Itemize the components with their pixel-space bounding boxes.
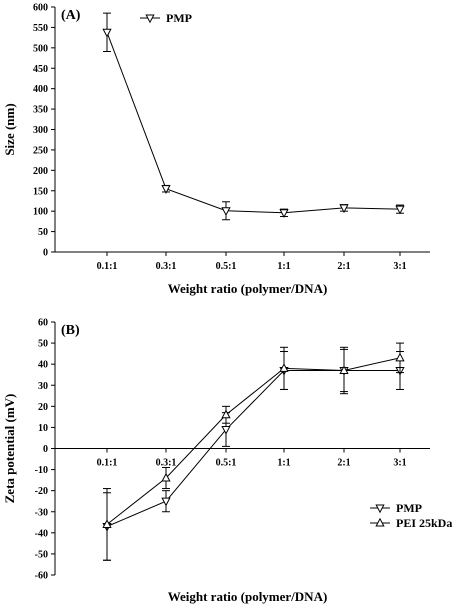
- x-tick-label: 0.5:1: [216, 458, 237, 469]
- y-tick-label: 60: [38, 318, 48, 329]
- x-axis-title: Weight ratio (polymer/DNA): [168, 589, 328, 604]
- data-point-triangle-down: [221, 425, 231, 435]
- x-tick-label: 2:1: [337, 261, 350, 272]
- panel-label: (B): [61, 323, 80, 338]
- x-tick-label: 2:1: [337, 458, 350, 469]
- y-tick-label: 30: [38, 381, 48, 392]
- y-tick-label: 100: [33, 207, 48, 218]
- y-tick-label: -40: [35, 528, 48, 539]
- y-tick-label: 550: [33, 23, 48, 34]
- x-tick-label: 3:1: [393, 458, 406, 469]
- x-tick-label: 1:1: [277, 458, 290, 469]
- y-tick-label: -30: [35, 507, 48, 518]
- y-tick-label: 300: [33, 125, 48, 136]
- y-tick-label: 40: [38, 360, 48, 371]
- x-tick-label: 3:1: [393, 261, 406, 272]
- y-tick-label: 350: [33, 105, 48, 116]
- y-tick-label: -50: [35, 549, 48, 560]
- data-point-triangle-down: [161, 185, 171, 194]
- legend: PMP: [140, 11, 192, 25]
- y-tick-label: 0: [43, 248, 48, 259]
- panel-label: (A): [61, 8, 81, 23]
- data-point-triangle-up: [221, 409, 231, 419]
- y-tick-label: 150: [33, 186, 48, 197]
- legend-marker-triangle-down: [375, 504, 385, 514]
- x-axis-title: Weight ratio (polymer/DNA): [168, 281, 328, 296]
- y-tick-label: 10: [38, 423, 48, 434]
- y-tick-label: -60: [35, 571, 48, 582]
- x-tick-label: 0.1:1: [97, 458, 118, 469]
- y-tick-label: 450: [33, 64, 48, 75]
- y-tick-label: 200: [33, 166, 48, 177]
- y-tick-label: -20: [35, 486, 48, 497]
- y-tick-label: 250: [33, 145, 48, 156]
- data-point-triangle-up: [161, 472, 171, 482]
- x-tick-label: 1:1: [277, 261, 290, 272]
- data-point-triangle-up: [279, 363, 289, 372]
- y-tick-label: -10: [35, 465, 48, 476]
- legend-label: PMP: [166, 11, 192, 25]
- x-tick-label: 0.5:1: [216, 261, 237, 272]
- y-axis-title: Zeta potential (mV): [2, 394, 17, 504]
- series-line-triangle-up: [106, 357, 401, 525]
- y-tick-label: 50: [38, 227, 48, 238]
- y-tick-label: 0: [43, 444, 48, 455]
- legend-label: PMP: [396, 501, 422, 515]
- y-tick-label: 50: [38, 339, 48, 350]
- series-line-triangle-down: [106, 369, 400, 527]
- data-point-triangle-down: [221, 207, 231, 217]
- y-tick-label: 400: [33, 84, 48, 95]
- data-point-triangle-up: [395, 352, 405, 362]
- y-axis-title: Size (nm): [2, 103, 17, 155]
- chart-panel-a: 0 50 100 150 200 250 300 350 400 450 500 550 600 0.1:…: [2, 3, 430, 296]
- data-point-triangle-down: [161, 497, 171, 507]
- data-point-triangle-up: [339, 365, 349, 375]
- series-line-triangle-down: [106, 32, 401, 214]
- x-tick-label: 0.3:1: [156, 261, 177, 272]
- chart-panel-b: 60 50 40 30 20 10 0 -10 -20 -30 -40 -50 -60 0.1:1 0.3:…: [2, 318, 452, 605]
- data-point-triangle-down: [279, 209, 289, 219]
- legend-marker-triangle-up: [375, 517, 385, 527]
- y-tick-label: 600: [33, 3, 48, 14]
- x-tick-label: 0.1:1: [97, 261, 118, 272]
- x-tick-label: 0.3:1: [156, 458, 177, 469]
- legend-marker-triangle-down: [145, 14, 155, 24]
- legend-label: PEI 25kDa: [396, 516, 452, 530]
- data-point-triangle-down: [339, 204, 349, 214]
- y-tick-label: 500: [33, 43, 48, 54]
- data-point-triangle-down: [395, 205, 405, 215]
- data-point-triangle-down: [102, 28, 112, 38]
- data-point-triangle-up: [102, 519, 112, 528]
- y-tick-label: 20: [38, 402, 48, 413]
